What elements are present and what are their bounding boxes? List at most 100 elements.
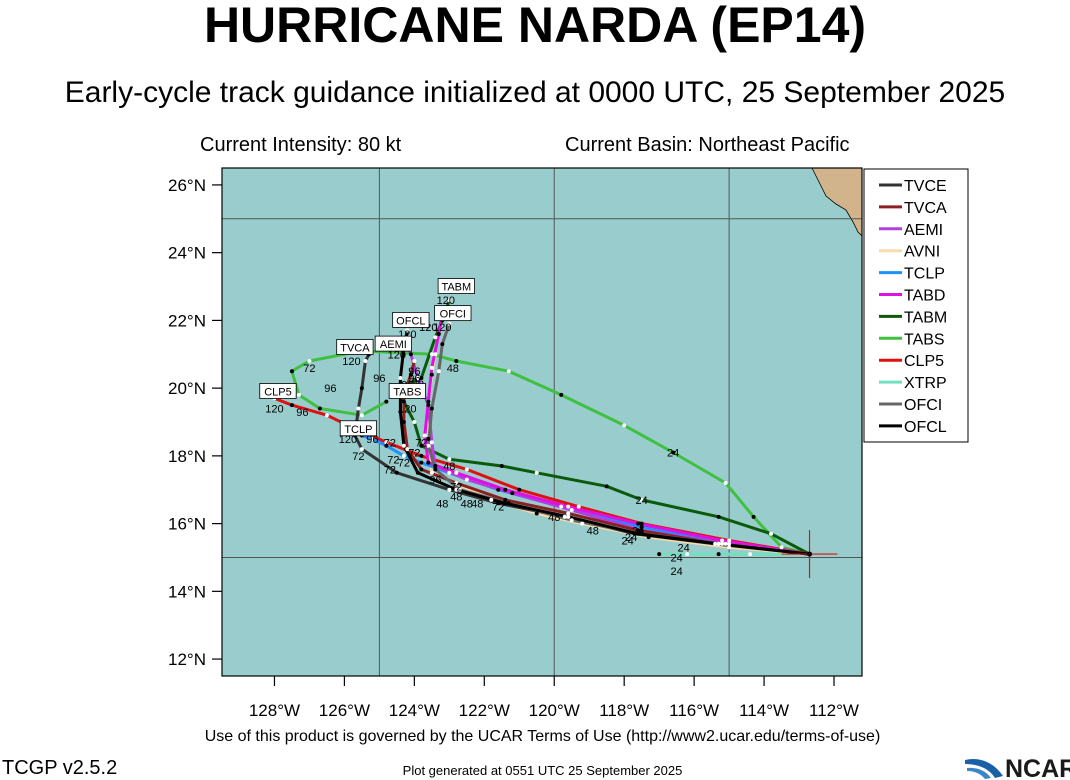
- legend: TVCE TVCA AEMI AVNI TCLP TABD TABM TABS CLP5 XTRP…: [879, 178, 947, 436]
- ncar-logo-swoosh: [965, 758, 1003, 778]
- page-title: HURRICANE NARDA (EP14): [203, 0, 867, 53]
- current-storm-position: [781, 530, 838, 579]
- forecast-hour-label: 96: [429, 475, 441, 487]
- lon-tick-label: 112°W: [809, 701, 859, 720]
- model-label-tabs: TABS: [393, 387, 421, 399]
- track-point: [359, 447, 364, 452]
- legend-label-ofcl: OFCL: [904, 419, 947, 436]
- ncar-logo: NCAR: [965, 755, 1070, 780]
- track-point: [447, 470, 452, 475]
- lat-tick-label: 20°N: [168, 379, 206, 398]
- generated-timestamp: Plot generated at 0551 UTC 25 September …: [402, 763, 683, 778]
- track-point: [636, 531, 641, 536]
- forecast-hour-label: 120: [388, 349, 406, 361]
- track-point: [433, 335, 438, 340]
- forecast-hour-label: 96: [408, 373, 420, 385]
- forecast-hour-label: 120: [437, 295, 455, 307]
- forecast-hour-label: 72: [387, 454, 399, 466]
- track-point: [398, 375, 403, 380]
- track-point: [566, 511, 571, 516]
- forecast-hour-label: 120: [339, 434, 357, 446]
- track-point: [307, 359, 312, 364]
- longitude-axis: 128°W 126°W 124°W 122°W 120°W 118°W 116°W 114°W…: [249, 676, 859, 720]
- legend-label-tabd: TABD: [904, 288, 945, 305]
- lat-tick-label: 26°N: [168, 176, 206, 195]
- map-frame: [221, 167, 863, 677]
- forecast-hour-label: 24: [622, 536, 634, 548]
- track-tabm: [395, 299, 811, 556]
- forecast-hour-label: 24: [636, 495, 648, 507]
- forecast-hour-label: 24: [678, 542, 690, 554]
- lat-tick-label: 18°N: [168, 447, 206, 466]
- track-point: [359, 413, 364, 418]
- ncar-logo-text: NCAR: [1005, 755, 1070, 780]
- track-point: [447, 457, 452, 462]
- forecast-hour-label: 48: [443, 461, 455, 473]
- track-point: [657, 552, 662, 557]
- track-point: [454, 470, 459, 475]
- track-point: [419, 443, 424, 448]
- track-point: [426, 403, 431, 408]
- forecast-hour-label: 96: [373, 373, 385, 385]
- track-point: [569, 518, 574, 523]
- track-point: [716, 552, 721, 557]
- track-point: [716, 541, 721, 546]
- lon-tick-label: 120°W: [529, 701, 580, 720]
- track-point: [426, 399, 431, 404]
- track-point: [398, 409, 403, 414]
- terms-of-use: Use of this product is governed by the U…: [204, 728, 881, 745]
- track-ofcl: [398, 330, 810, 556]
- track-point: [436, 369, 441, 374]
- ocean: [222, 168, 862, 676]
- legend-label-tvca: TVCA: [904, 200, 947, 217]
- current-intensity: Current Intensity: 80 kt: [200, 134, 402, 156]
- lat-tick-label: 24°N: [168, 244, 206, 263]
- track-point: [384, 443, 389, 448]
- legend-label-tvce: TVCE: [904, 178, 947, 195]
- forecast-hour-label: 48: [461, 498, 473, 510]
- track-point: [289, 403, 294, 408]
- map-gridlines: [222, 168, 862, 676]
- legend-box: [863, 168, 969, 443]
- track-point: [447, 298, 452, 303]
- model-label-box: [374, 335, 412, 352]
- track-point: [384, 440, 389, 445]
- model-label-box: [392, 311, 430, 328]
- track-point: [401, 420, 406, 424]
- forecast-hour-label: 120: [342, 356, 360, 368]
- track-point: [454, 480, 459, 485]
- track-point: [622, 423, 627, 428]
- track-point: [639, 531, 644, 536]
- track-point: [639, 528, 644, 533]
- track-point: [632, 531, 637, 536]
- lon-tick-label: 126°W: [319, 701, 370, 720]
- track-point: [359, 386, 364, 391]
- forecast-hour-label: 72: [352, 451, 364, 463]
- legend-label-avni: AVNI: [904, 244, 940, 261]
- storm-center: [807, 551, 813, 557]
- track-point: [401, 443, 406, 448]
- legend-label-xtrp: XTRP: [904, 375, 947, 392]
- track-point: [363, 359, 368, 364]
- model-label-box: [388, 383, 426, 399]
- forecast-hour-label: 72: [384, 437, 396, 449]
- track-point: [779, 545, 784, 550]
- forecast-hour-label: 120: [433, 322, 451, 334]
- track-point: [429, 372, 434, 377]
- track-point: [415, 470, 420, 475]
- legend-label-tabs: TABS: [904, 331, 945, 348]
- forecast-hour-label: 96: [408, 366, 420, 378]
- track-point: [324, 413, 329, 418]
- track-point: [412, 359, 417, 364]
- track-point: [562, 514, 567, 519]
- track-point: [723, 541, 728, 546]
- track-point: [769, 531, 774, 536]
- lat-tick-label: 22°N: [168, 311, 206, 330]
- track-point: [748, 552, 753, 557]
- forecast-hour-label: 120: [398, 403, 416, 415]
- track-point: [566, 514, 571, 519]
- track-point: [433, 352, 438, 357]
- model-label-box: [434, 305, 472, 322]
- forecast-hour-label: 48: [447, 363, 459, 375]
